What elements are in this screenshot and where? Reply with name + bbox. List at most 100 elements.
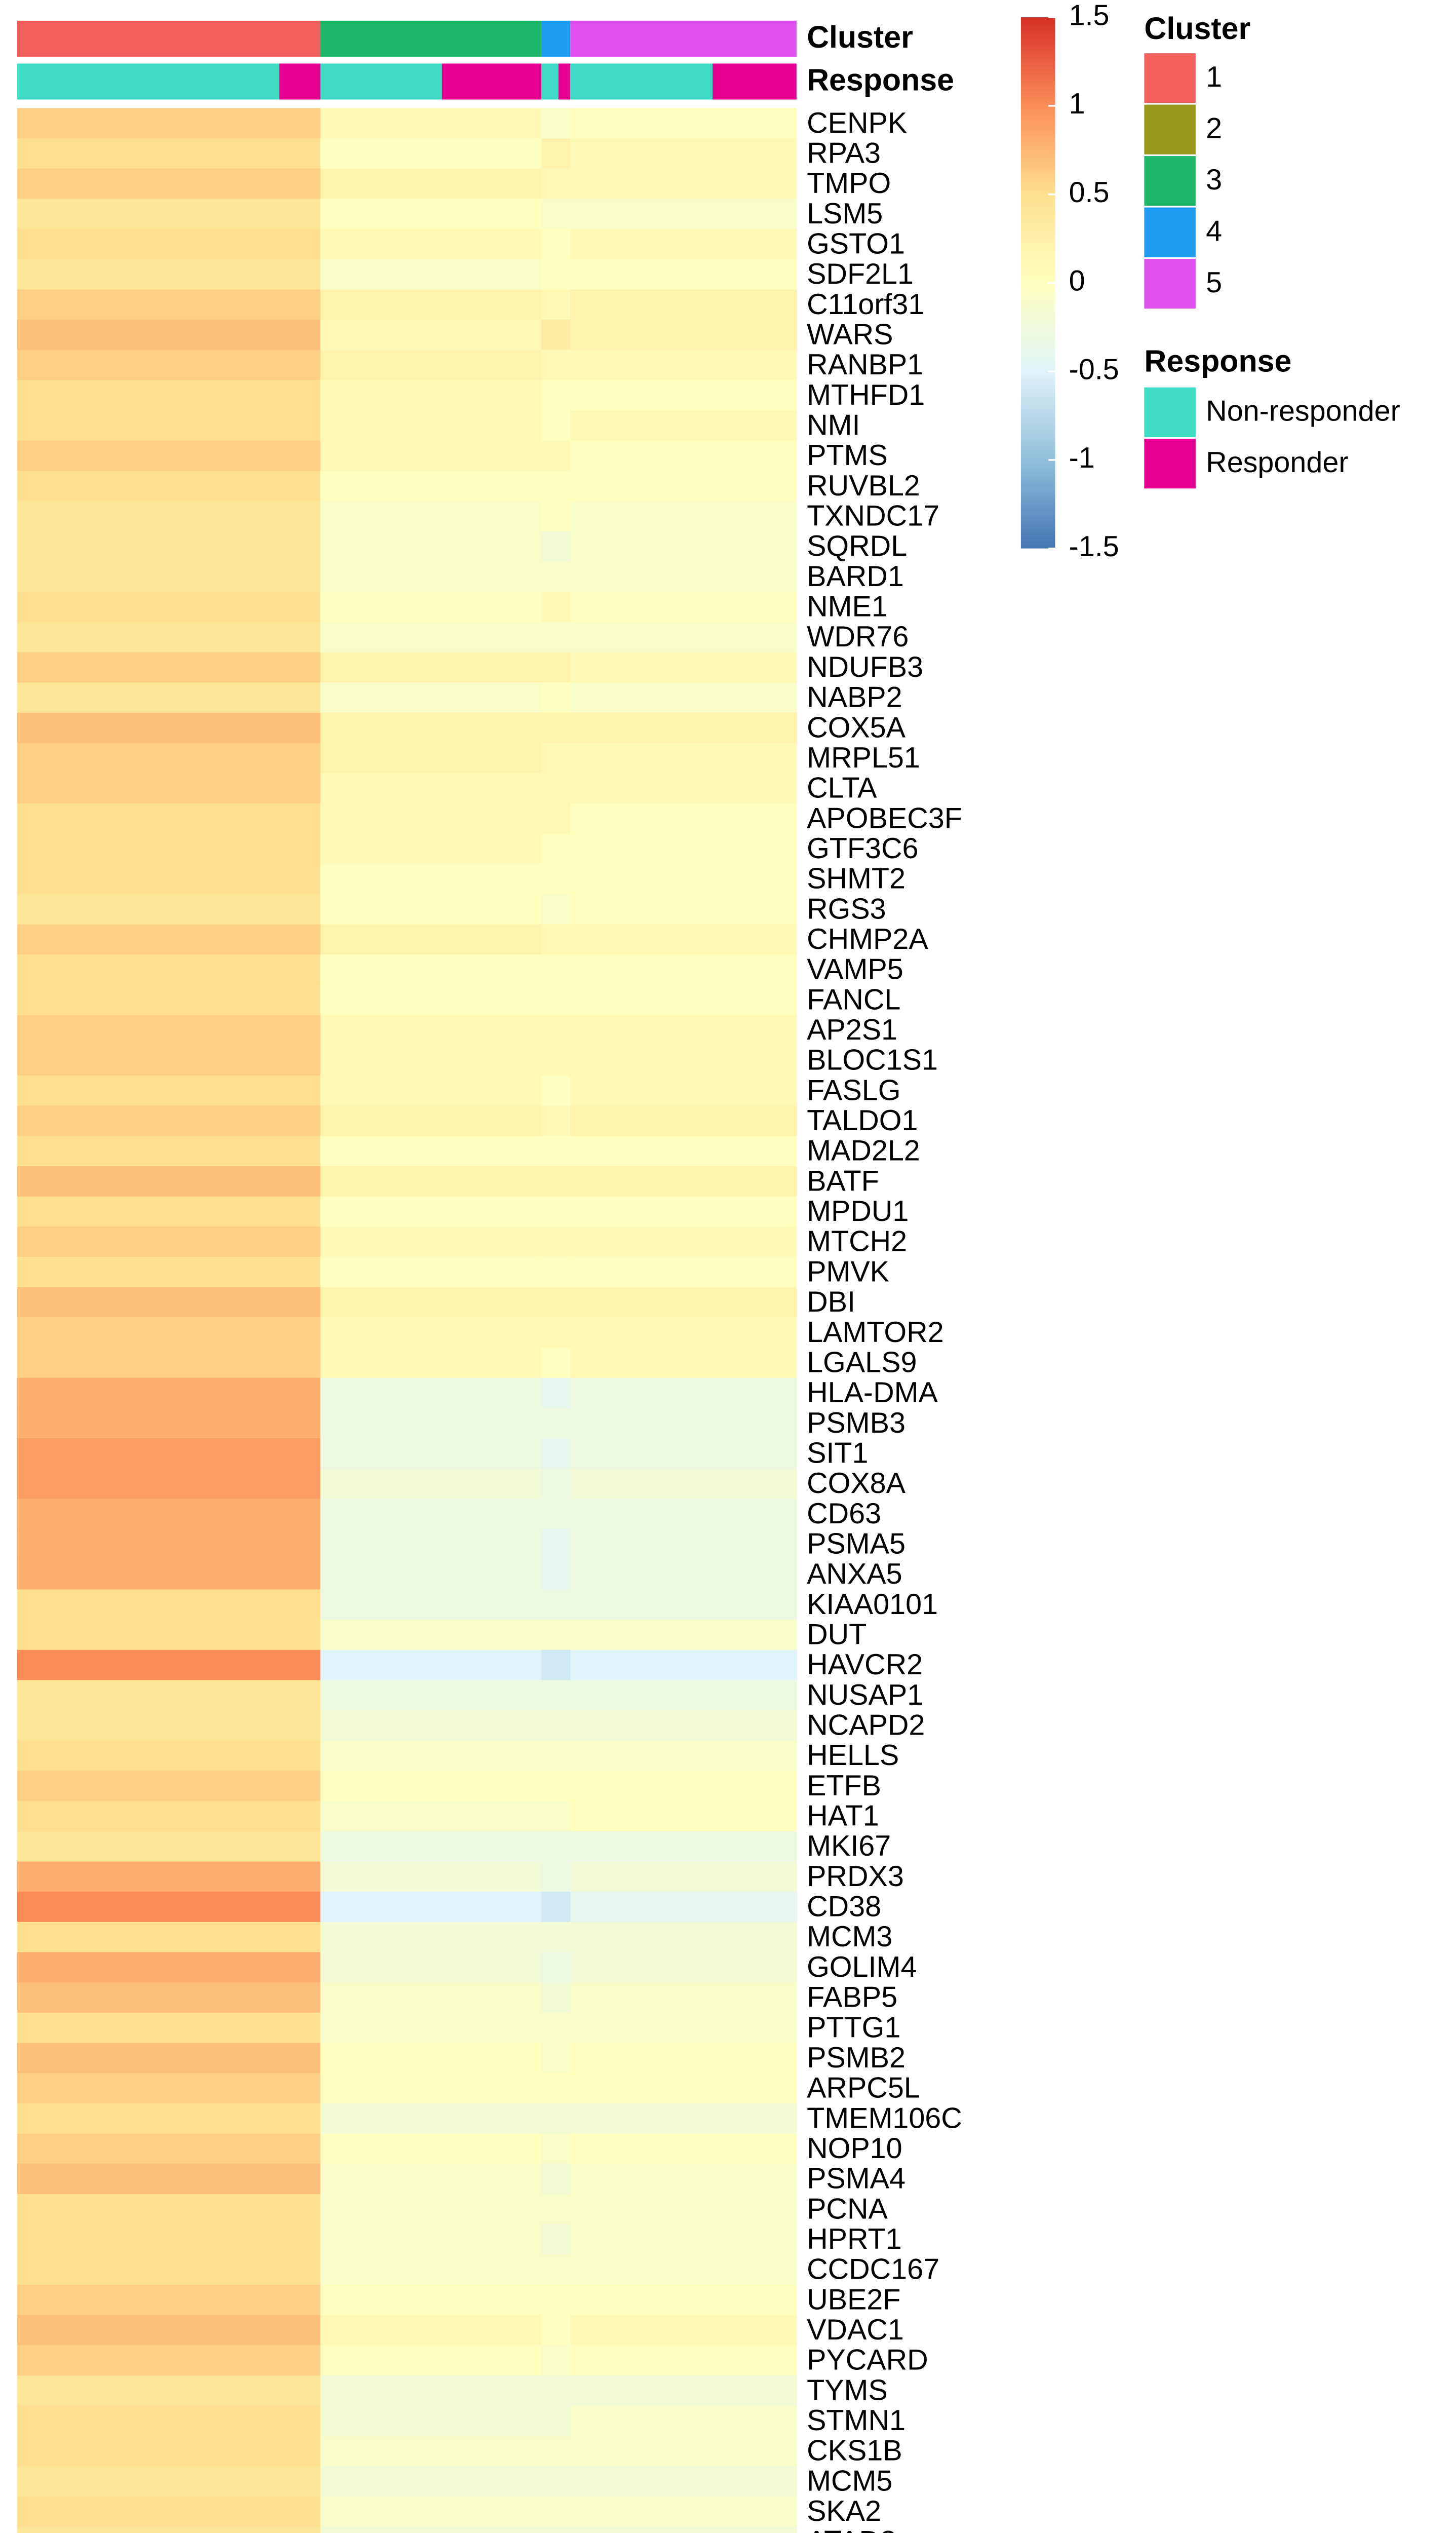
row-label: HPRT1: [807, 2223, 901, 2255]
heatmap-cell: [17, 864, 321, 895]
heatmap-cell: [17, 440, 321, 472]
heatmap-cell: [17, 1559, 321, 1590]
heatmap-cell: [541, 1166, 571, 1197]
heatmap-cell: [541, 1408, 571, 1439]
heatmap-cell: [570, 471, 797, 502]
heatmap-cell: [541, 1438, 571, 1469]
heatmap-cell: [541, 1196, 571, 1227]
response-legend-label: Non-responder: [1206, 395, 1400, 428]
heatmap-cell: [570, 2164, 797, 2195]
heatmap-cell: [541, 894, 571, 925]
heatmap-cell: [17, 1408, 321, 1439]
heatmap-cell: [17, 2526, 321, 2533]
row-label: LAMTOR2: [807, 1316, 944, 1349]
response-annotation: [713, 63, 797, 100]
row-label: PTTG1: [807, 2011, 900, 2044]
heatmap-cell: [320, 410, 542, 441]
heatmap-cell: [570, 1287, 797, 1318]
colorbar-tick-label: -1.5: [1069, 530, 1119, 563]
heatmap-cell: [570, 1649, 797, 1681]
heatmap-cell: [541, 2284, 571, 2316]
row-label: PRDX3: [807, 1860, 904, 1893]
heatmap-cell: [570, 1559, 797, 1590]
row-label: STMN1: [807, 2404, 906, 2437]
row-label: FANCL: [807, 983, 900, 1016]
heatmap-cell: [570, 1015, 797, 1046]
cluster-legend-label: 4: [1206, 215, 1222, 247]
heatmap-cell: [570, 2315, 797, 2346]
heatmap-cell: [541, 1226, 571, 1258]
heatmap-cell: [541, 773, 571, 804]
row-label: NMI: [807, 409, 860, 442]
heatmap-cell: [570, 1892, 797, 1923]
heatmap-cell: [570, 1680, 797, 1711]
row-label: RUVBL2: [807, 470, 920, 502]
heatmap-cell: [541, 501, 571, 532]
heatmap-cell: [17, 1982, 321, 2013]
row-label: HAT1: [807, 1800, 879, 1832]
row-label: TYMS: [807, 2374, 888, 2406]
heatmap-cell: [570, 652, 797, 683]
heatmap-cell: [320, 833, 542, 865]
heatmap-cell: [570, 773, 797, 804]
heatmap-cell: [570, 259, 797, 290]
cluster-legend-key: [1144, 259, 1196, 309]
heatmap-cell: [541, 1499, 571, 1530]
heatmap-cell: [320, 2284, 542, 2316]
heatmap-cell: [320, 2012, 542, 2044]
heatmap-cell: [320, 1771, 542, 1802]
cluster-legend-label: 5: [1206, 266, 1222, 299]
heatmap-cell: [570, 1952, 797, 1983]
heatmap-cell: [570, 440, 797, 472]
heatmap-cell: [17, 2466, 321, 2497]
heatmap-cell: [570, 2436, 797, 2467]
response-annotation: [558, 63, 571, 100]
heatmap-cell: [570, 380, 797, 411]
row-label: RPA3: [807, 137, 881, 169]
heatmap-cell: [320, 1620, 542, 1651]
heatmap-cell: [17, 954, 321, 985]
heatmap-cell: [541, 1377, 571, 1409]
heatmap-cell: [541, 1559, 571, 1590]
heatmap-cell: [570, 410, 797, 441]
heatmap-cell: [320, 592, 542, 623]
heatmap-cell: [320, 652, 542, 683]
heatmap-cell: [320, 1015, 542, 1046]
heatmap-cell: [17, 531, 321, 562]
heatmap-cell: [541, 2194, 571, 2225]
row-label: FASLG: [807, 1074, 900, 1106]
heatmap-cell: [17, 471, 321, 502]
heatmap-cell: [320, 2496, 542, 2527]
heatmap-cell: [570, 743, 797, 774]
row-label: APOBEC3F: [807, 802, 962, 834]
heatmap-cell: [17, 894, 321, 925]
row-label: PCNA: [807, 2193, 888, 2225]
heatmap-cell: [541, 924, 571, 955]
response-legend-title: Response: [1144, 343, 1291, 378]
heatmap-cell: [541, 1922, 571, 1953]
heatmap-cell: [541, 2375, 571, 2406]
colorbar-tick-label: -0.5: [1069, 353, 1119, 386]
heatmap-cell: [320, 773, 542, 804]
heatmap-cell: [17, 2133, 321, 2165]
heatmap-cell: [541, 1287, 571, 1318]
heatmap-cell: [17, 138, 321, 169]
colorbar-tick-label: 1.5: [1069, 0, 1110, 31]
heatmap-cell: [541, 471, 571, 502]
heatmap-cell: [570, 803, 797, 834]
heatmap-cell: [541, 229, 571, 260]
heatmap-cell: [320, 471, 542, 502]
heatmap-cell: [541, 320, 571, 351]
row-label: GSTO1: [807, 227, 905, 260]
heatmap-cell: [570, 1075, 797, 1106]
heatmap-cell: [570, 2043, 797, 2074]
heatmap-cell: [320, 1105, 542, 1137]
heatmap-cell: [17, 1680, 321, 1711]
row-label: TMPO: [807, 167, 891, 200]
heatmap-cell: [541, 984, 571, 1016]
heatmap-cell: [17, 380, 321, 411]
heatmap-cell: [320, 138, 542, 169]
heatmap-cell: [320, 2194, 542, 2225]
heatmap-cell: [320, 954, 542, 985]
